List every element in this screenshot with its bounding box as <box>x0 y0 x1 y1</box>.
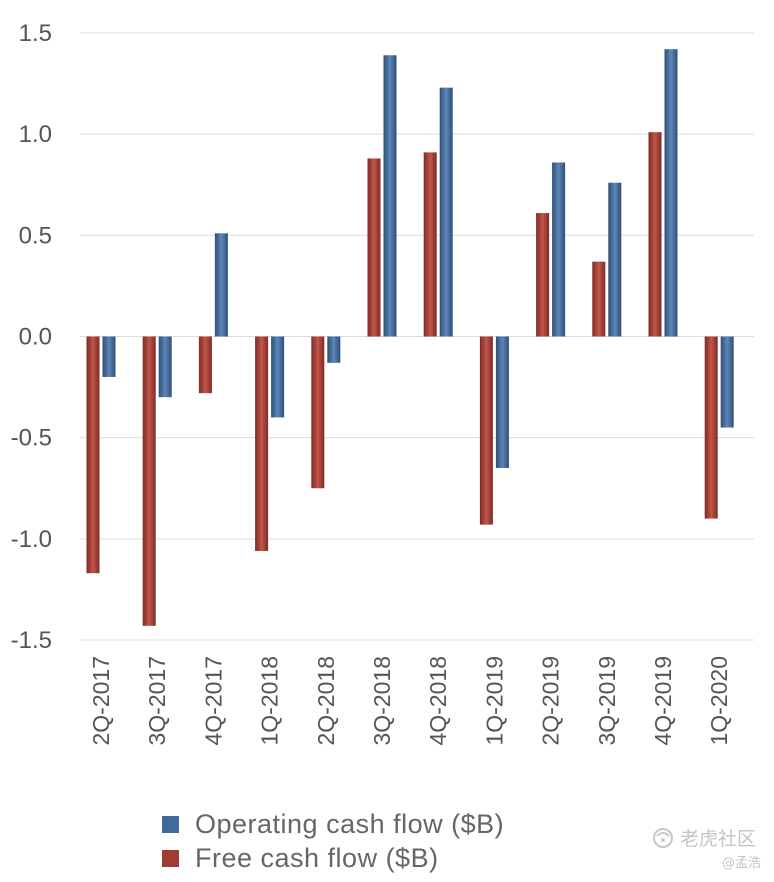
watermark: 老虎社区 @孟浩 <box>653 828 761 871</box>
x-category-label: 3Q-2018 <box>369 656 395 746</box>
x-category-label: 4Q-2017 <box>200 656 226 746</box>
y-tick-label: -1.0 <box>11 526 52 553</box>
y-tick-label: 1.0 <box>19 121 52 148</box>
bar-free-cash-flow <box>86 336 100 574</box>
bars <box>86 49 734 626</box>
x-category-label: 1Q-2019 <box>481 656 507 746</box>
x-category-label: 2Q-2017 <box>88 656 114 746</box>
x-axis-labels: 2Q-2017 3Q-2017 4Q-2017 1Q-2018 2Q-2018 3Q-20… <box>88 656 732 746</box>
legend-swatch <box>162 850 179 867</box>
legend-swatch <box>162 816 179 833</box>
y-tick-label: -0.5 <box>11 425 52 452</box>
bar-operating-cash-flow <box>102 336 116 377</box>
bar-operating-cash-flow <box>495 336 509 469</box>
x-category-label: 3Q-2019 <box>594 656 620 746</box>
bar-free-cash-flow <box>536 213 550 337</box>
bar-operating-cash-flow <box>214 233 228 337</box>
bar-operating-cash-flow <box>158 336 172 398</box>
bar-free-cash-flow <box>142 336 156 626</box>
x-category-label: 4Q-2019 <box>650 656 676 746</box>
bar-operating-cash-flow <box>664 49 678 337</box>
y-tick-label: -1.5 <box>11 627 52 654</box>
watermark-author: @孟浩 <box>722 856 761 871</box>
bar-operating-cash-flow <box>383 55 397 337</box>
tiger-logo-icon <box>653 828 673 848</box>
bar-free-cash-flow <box>648 132 662 337</box>
bar-free-cash-flow <box>198 336 212 394</box>
y-axis-ticks: 1.5 1.0 0.5 0.0 -0.5 -1.0 -1.5 <box>11 20 52 654</box>
bar-operating-cash-flow <box>552 162 566 337</box>
bar-operating-cash-flow <box>271 336 285 418</box>
bar-free-cash-flow <box>592 261 606 337</box>
x-category-label: 2Q-2019 <box>538 656 564 746</box>
bar-operating-cash-flow <box>720 336 734 428</box>
y-tick-label: 0.0 <box>19 324 52 351</box>
bar-free-cash-flow <box>704 336 718 519</box>
bar-free-cash-flow <box>367 158 381 337</box>
bar-free-cash-flow <box>311 336 325 489</box>
bar-free-cash-flow <box>255 336 269 551</box>
bar-operating-cash-flow <box>608 182 622 337</box>
y-tick-label: 1.5 <box>19 20 52 47</box>
x-category-label: 3Q-2017 <box>144 656 170 746</box>
legend: Operating cash flow ($B) Free cash flow (… <box>162 809 504 873</box>
y-tick-label: 0.5 <box>19 222 52 249</box>
watermark-brand: 老虎社区 <box>680 828 756 850</box>
x-category-label: 2Q-2018 <box>313 656 339 746</box>
bar-operating-cash-flow <box>439 87 453 337</box>
legend-label: Operating cash flow ($B) <box>195 809 504 839</box>
bar-operating-cash-flow <box>327 336 341 363</box>
bar-free-cash-flow <box>423 152 437 337</box>
bar-free-cash-flow <box>479 336 493 525</box>
x-category-label: 1Q-2020 <box>706 656 732 746</box>
x-category-label: 4Q-2018 <box>425 656 451 746</box>
x-category-label: 1Q-2018 <box>257 656 283 746</box>
legend-label: Free cash flow ($B) <box>195 843 439 873</box>
gridlines <box>80 32 754 641</box>
